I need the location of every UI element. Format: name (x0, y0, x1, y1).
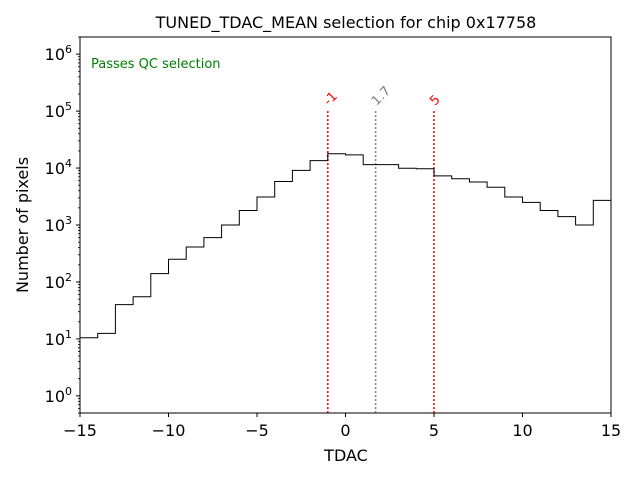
y-tick-label: 101 (45, 328, 72, 349)
marker-label: 1.7 (369, 84, 394, 109)
x-tick-label: −15 (63, 421, 97, 440)
y-tick-label: 106 (45, 43, 72, 64)
marker-lines: -1 1.7 5 (321, 84, 444, 413)
x-tick-label: 10 (512, 421, 532, 440)
y-tick-label: 102 (45, 271, 72, 292)
qc-annotation: Passes QC selection (91, 57, 221, 72)
y-axis-label: Number of pixels (13, 157, 32, 293)
marker-label: -1 (321, 89, 341, 109)
x-tick-label: 15 (601, 421, 621, 440)
histogram-steps (80, 153, 612, 413)
chart-title: TUNED_TDAC_MEAN selection for chip 0x177… (155, 13, 537, 33)
y-tick-label: 100 (45, 385, 72, 406)
y-axis-ticks: 100 101 102 103 104 105 106 (45, 36, 80, 414)
plot-frame (79, 36, 612, 414)
y-tick-label: 104 (45, 157, 72, 178)
y-tick-label: 105 (45, 100, 72, 121)
x-tick-label: −10 (152, 421, 186, 440)
x-axis-label: TDAC (323, 446, 368, 465)
x-tick-label: 5 (429, 421, 439, 440)
x-tick-label: −5 (245, 421, 269, 440)
y-tick-label: 103 (45, 214, 72, 235)
x-axis-ticks: −15 −10 −5 0 5 10 15 (63, 413, 621, 440)
x-tick-label: 0 (340, 421, 350, 440)
marker-label: 5 (427, 92, 443, 108)
